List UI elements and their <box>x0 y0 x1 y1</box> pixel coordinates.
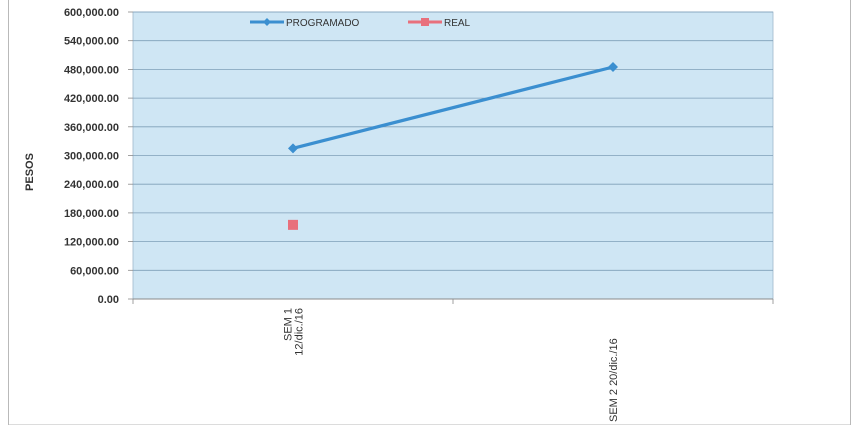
x-tick-label: SEM 2 20/dic./16 <box>608 338 620 422</box>
series-layer <box>288 62 618 230</box>
x-tick-label-line: 12/dic./16 <box>294 308 306 356</box>
y-axis-tick-labels: 0.00 60,000.00 120,000.00 180,000.00 240,000… <box>64 7 119 306</box>
x-tick-label-line: SEM 1 <box>283 308 295 341</box>
y-tick-label: 120,000.00 <box>64 237 119 249</box>
legend-label: REAL <box>444 18 471 29</box>
y-tick-label: 480,000.00 <box>64 64 119 76</box>
y-tick-label: 420,000.00 <box>64 93 119 105</box>
legend-swatch-marker <box>421 18 429 26</box>
x-tick-label-line: SEM 2 20/dic./16 <box>608 338 620 422</box>
legend: PROGRAMADO REAL <box>250 18 471 29</box>
x-tick-label: SEM 1 12/dic./16 <box>283 308 306 356</box>
programado-series-line <box>292 65 614 150</box>
gridlines <box>128 11 773 300</box>
legend-entry-real: REAL <box>408 18 471 29</box>
y-tick-label: 600,000.00 <box>64 7 119 19</box>
legend-entry-programado: PROGRAMADO <box>250 18 360 29</box>
x-axis: SEM 1 12/dic./16 SEM 2 20/dic./16 <box>132 298 774 422</box>
y-tick-label: 300,000.00 <box>64 151 119 163</box>
y-tick-label: 60,000.00 <box>70 265 119 277</box>
y-tick-label: 360,000.00 <box>64 122 119 134</box>
legend-swatch-marker <box>263 18 271 26</box>
y-tick-label: 0.00 <box>98 294 119 306</box>
programado-point <box>288 143 298 154</box>
legend-label: PROGRAMADO <box>286 18 360 29</box>
y-tick-label: 180,000.00 <box>64 208 119 220</box>
y-tick-label: 540,000.00 <box>64 36 119 48</box>
y-axis-label: PESOS <box>24 153 36 191</box>
programado-point <box>608 62 618 73</box>
y-tick-label: 240,000.00 <box>64 179 119 191</box>
real-point <box>288 219 298 230</box>
